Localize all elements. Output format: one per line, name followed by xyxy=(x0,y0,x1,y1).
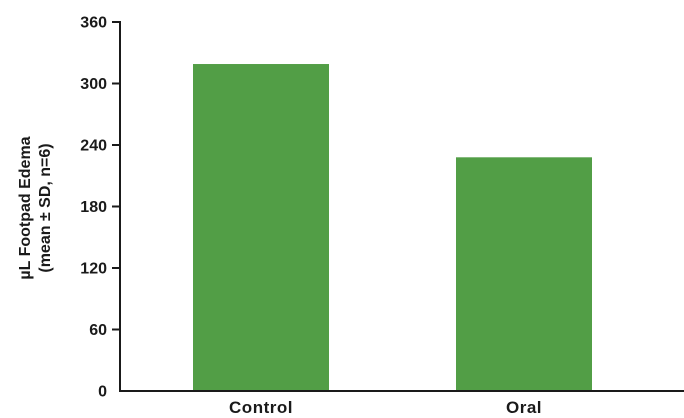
y-axis: 0 60 120 180 240 300 360 xyxy=(80,15,121,401)
y-axis-title-line-2: (mean ± SD, n=6) xyxy=(37,143,54,272)
y-tick-label: 180 xyxy=(80,199,107,216)
y-tick-label: 60 xyxy=(89,322,107,339)
x-axis: Control Oral xyxy=(119,390,684,417)
bar-oral xyxy=(456,157,592,391)
x-tick-label: Control xyxy=(229,398,293,417)
y-tick-label: 0 xyxy=(98,384,107,401)
bar-control xyxy=(193,64,329,392)
y-tick-label: 240 xyxy=(80,138,107,155)
y-tick-label: 120 xyxy=(80,261,107,278)
x-tick-label: Oral xyxy=(506,398,542,417)
y-axis-title-line-1: µL Footpad Edema xyxy=(17,136,34,279)
y-tick-label: 300 xyxy=(80,76,107,93)
y-tick-label: 360 xyxy=(80,15,107,32)
bars xyxy=(193,64,592,392)
y-axis-title: µL Footpad Edema (mean ± SD, n=6) xyxy=(17,136,54,279)
